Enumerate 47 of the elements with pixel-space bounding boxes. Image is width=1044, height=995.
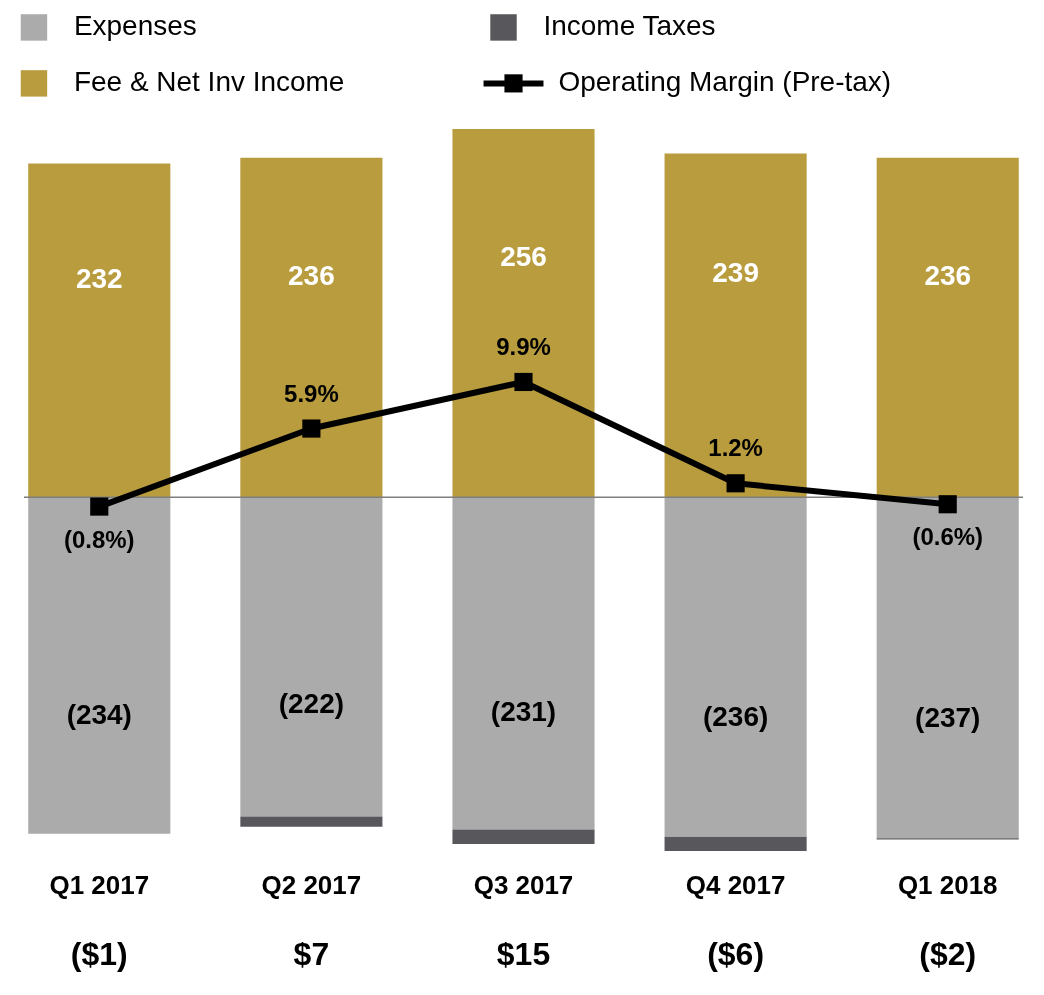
text: ($1) xyxy=(70,935,128,972)
data-label: (222) xyxy=(278,687,345,719)
x-tick-label: Q3 2017 xyxy=(473,870,574,901)
bar xyxy=(240,497,383,817)
bar xyxy=(664,497,807,837)
bar xyxy=(664,153,807,498)
data-label: 1.2% xyxy=(708,434,763,462)
point xyxy=(726,474,745,493)
bar xyxy=(452,497,595,830)
text: ($6) xyxy=(707,935,765,972)
data-label: 9.9% xyxy=(496,332,551,360)
x-tick-label: Q1 2018 xyxy=(897,870,998,901)
point xyxy=(938,495,957,514)
bar xyxy=(28,497,171,834)
legend-label: Operating Margin (Pre-tax) xyxy=(558,66,892,98)
data-label: (0.6%) xyxy=(912,523,984,551)
legend-label: Fee & Net Inv Income xyxy=(73,66,345,98)
data-label: (234) xyxy=(66,699,132,731)
data-label: 236 xyxy=(288,259,335,291)
legend-label: Expenses xyxy=(73,10,197,42)
bar xyxy=(664,836,807,852)
bar xyxy=(452,829,595,844)
x-tick-label: Q4 2017 xyxy=(685,870,786,901)
legend-label: Income Taxes xyxy=(543,10,716,42)
x-tick-label: Q1 2017 xyxy=(49,870,150,901)
bar xyxy=(240,816,383,827)
data-label: 232 xyxy=(75,263,123,295)
point xyxy=(90,497,109,516)
bar xyxy=(28,163,171,498)
bar xyxy=(240,157,383,498)
point xyxy=(514,372,533,392)
data-label: (237) xyxy=(915,701,981,733)
data-label: (236) xyxy=(702,700,769,732)
bar xyxy=(452,129,595,498)
text: $7 xyxy=(293,935,330,972)
data-label: 5.9% xyxy=(284,379,339,407)
bar xyxy=(876,157,1019,498)
data-label: (0.8%) xyxy=(63,525,135,553)
data-label: 236 xyxy=(924,259,972,291)
bar xyxy=(876,497,1019,839)
data-label: 239 xyxy=(712,256,759,288)
point xyxy=(302,419,321,438)
text: ($2) xyxy=(919,935,977,972)
text: $15 xyxy=(496,935,551,972)
data-label: (231) xyxy=(490,696,557,728)
data-label: 256 xyxy=(500,240,547,272)
x-tick-label: Q2 2017 xyxy=(261,870,362,901)
